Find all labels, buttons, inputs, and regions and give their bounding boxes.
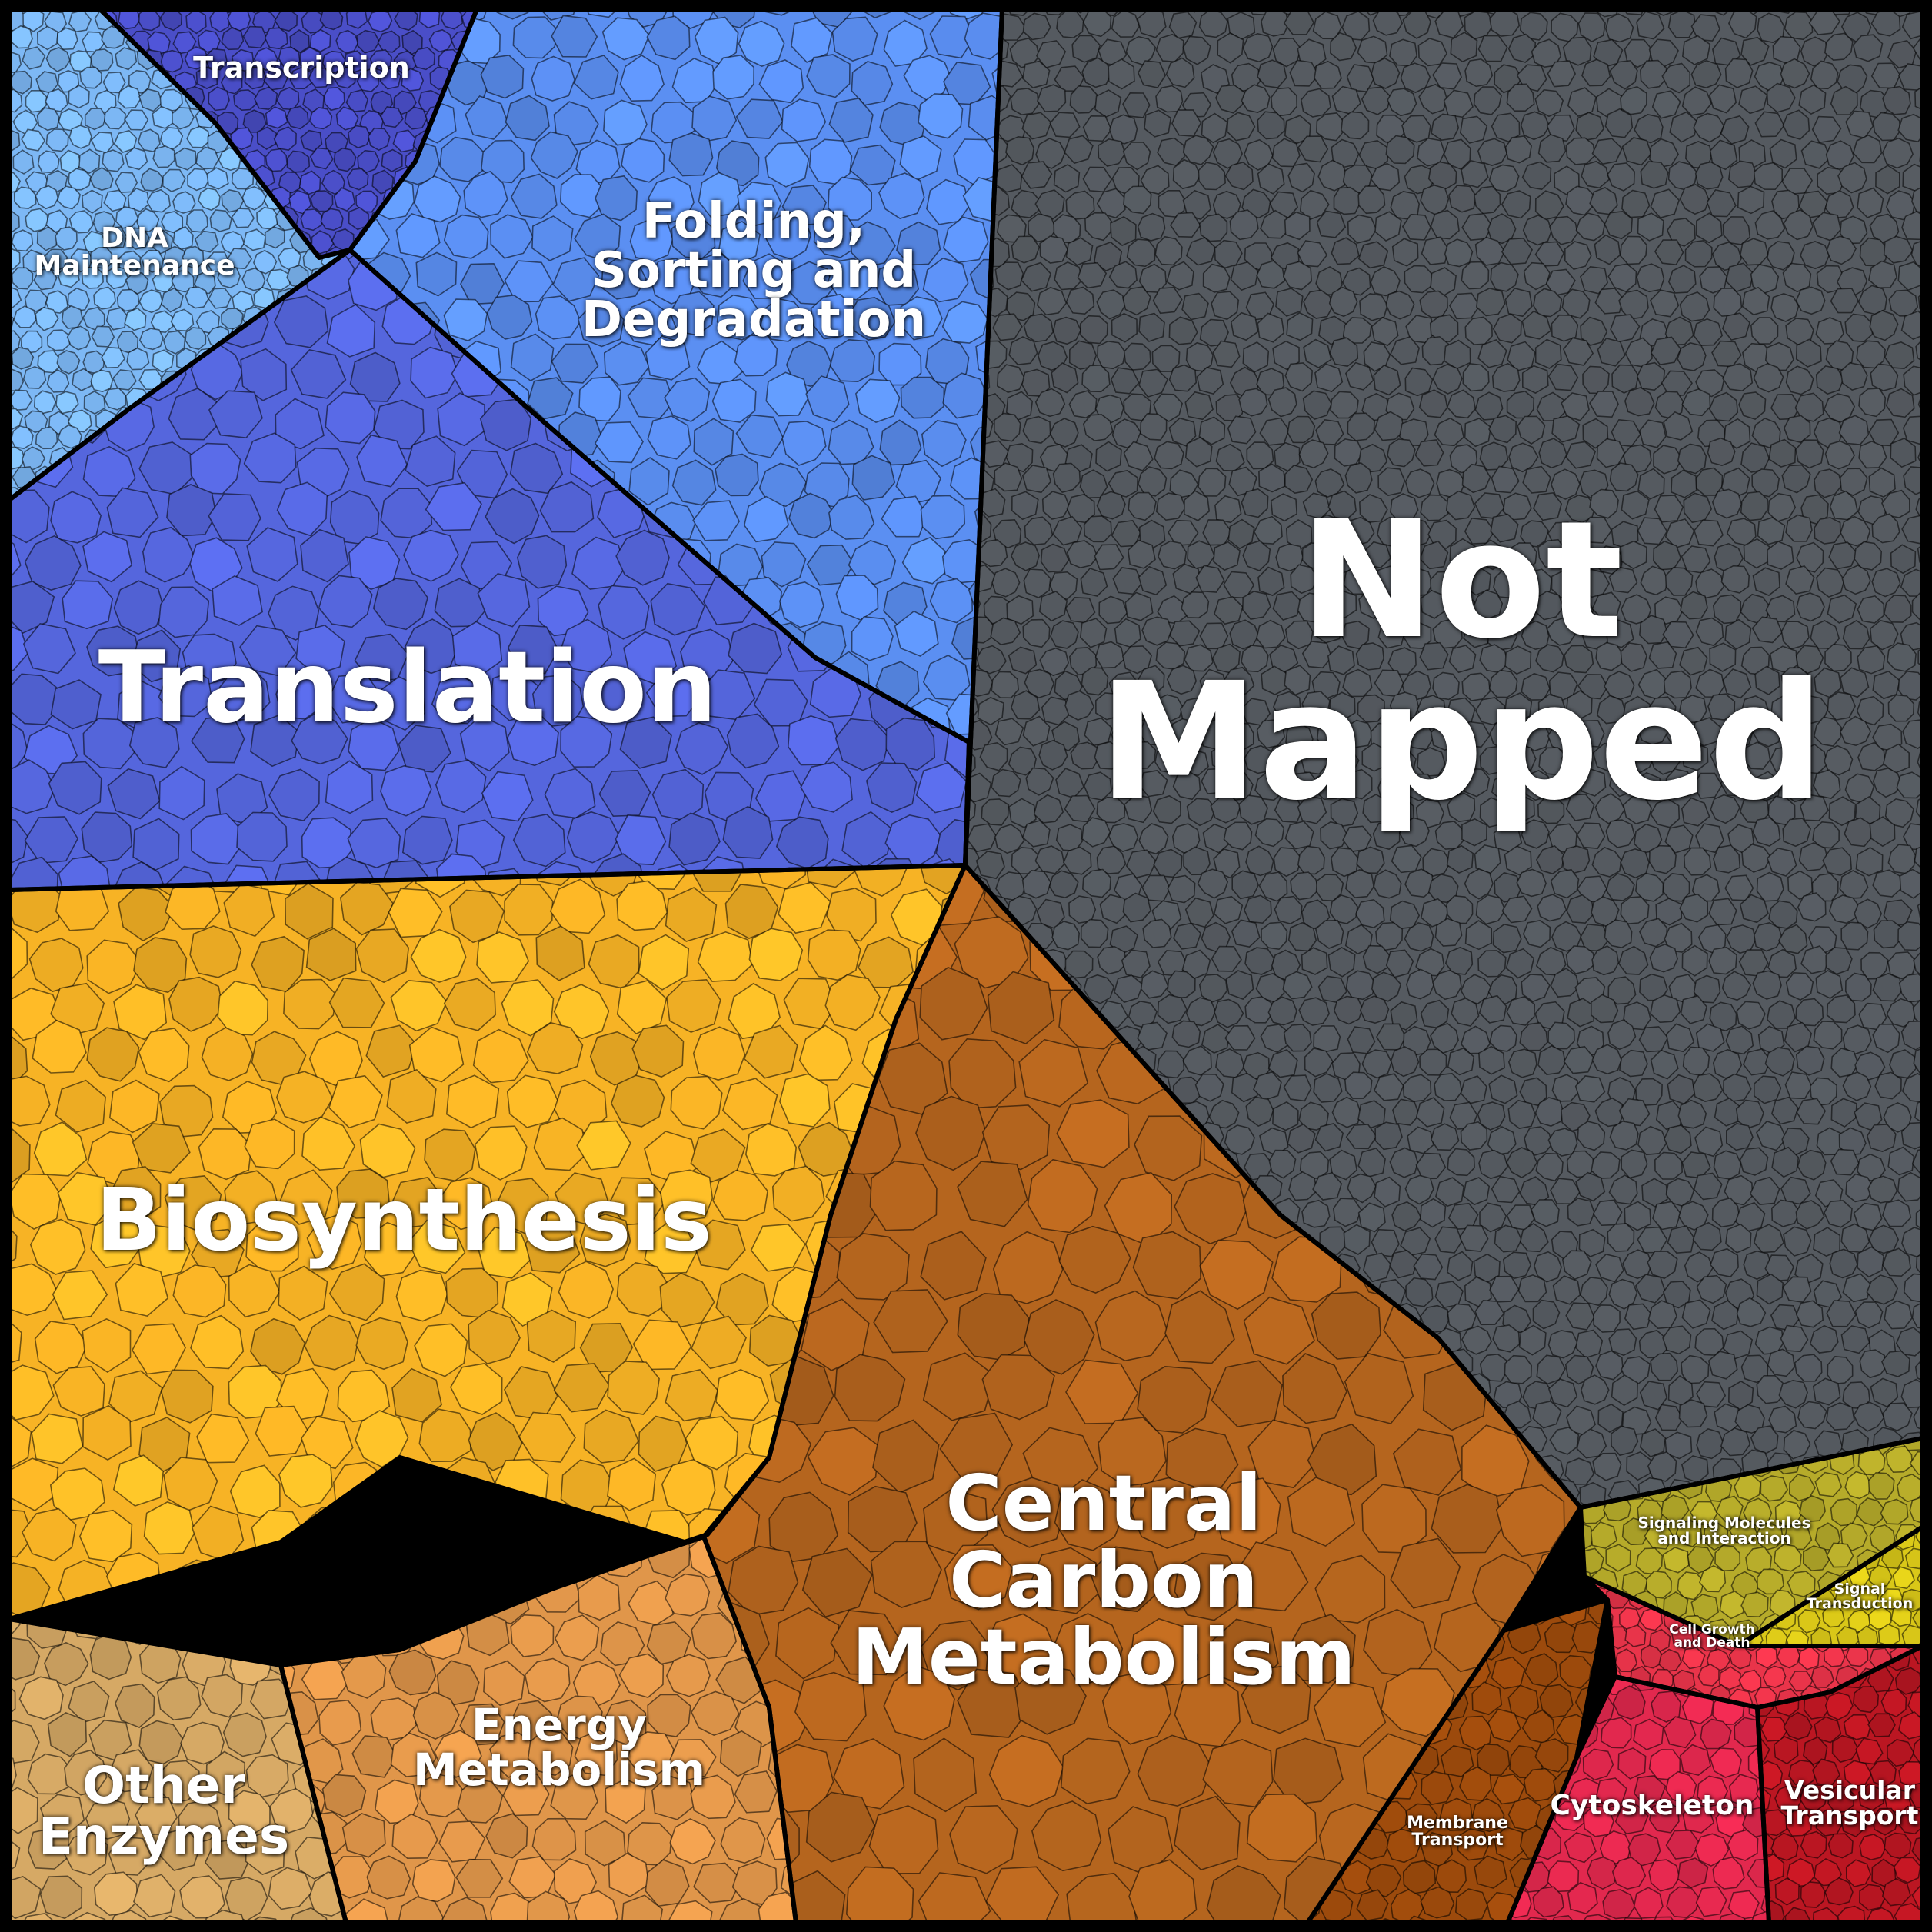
- label-transcription: Transcription: [193, 53, 410, 82]
- label-dna-maintenance: DNA Maintenance: [34, 225, 235, 280]
- label-signal-transduction: Signal Transduction: [1807, 1582, 1913, 1611]
- label-other-enzymes: Other Enzymes: [38, 1760, 289, 1862]
- label-cytoskeleton: Cytoskeleton: [1551, 1792, 1754, 1820]
- label-biosynthesis: Biosynthesis: [95, 1178, 711, 1264]
- label-membrane-transport: Membrane Transport: [1407, 1815, 1508, 1849]
- label-folding: Folding, Sorting and Degradation: [581, 197, 926, 345]
- label-translation: Translation: [98, 639, 717, 738]
- label-not-mapped: Not Mapped: [1098, 500, 1824, 823]
- label-vesicular-transport: Vesicular Transport: [1781, 1777, 1919, 1828]
- label-energy-metabolism: Energy Metabolism: [413, 1703, 705, 1792]
- label-signaling-molecules: Signaling Molecules and Interaction: [1637, 1515, 1810, 1546]
- label-central-carbon: Central Carbon Metabolism: [851, 1465, 1355, 1696]
- label-cell-growth: Cell Growth and Death: [1669, 1624, 1755, 1650]
